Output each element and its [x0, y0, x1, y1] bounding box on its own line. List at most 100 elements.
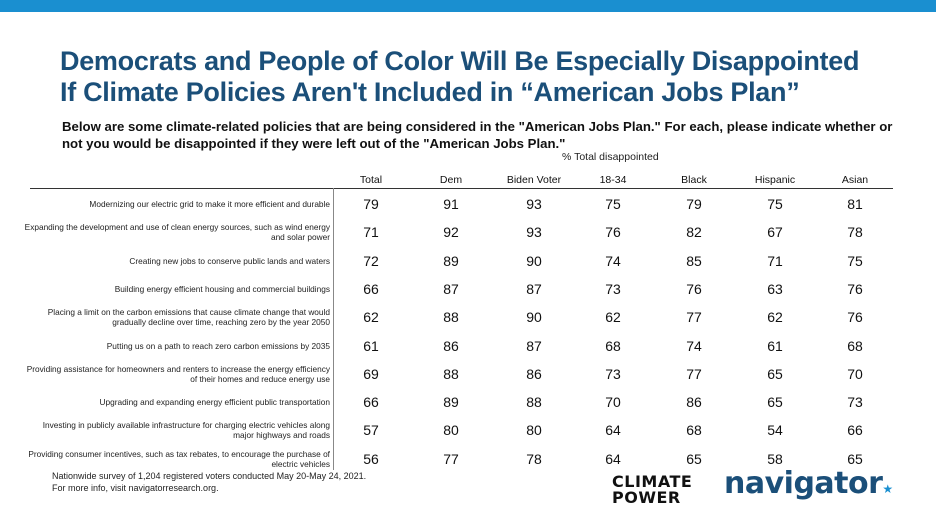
- table-cell: 93: [526, 224, 542, 241]
- table-cell: 87: [526, 337, 542, 354]
- table-row: Creating new jobs to conserve public lan…: [0, 247, 936, 275]
- table-cell: 86: [526, 365, 542, 382]
- table-cell: 68: [605, 337, 621, 354]
- table-cell: 56: [363, 450, 379, 467]
- column-header: Hispanic: [754, 174, 796, 186]
- table-cell: 61: [363, 337, 379, 354]
- table-cell: 89: [443, 252, 459, 269]
- table-cell: 79: [363, 196, 379, 212]
- table-cell: 85: [686, 252, 702, 269]
- footnote-more-info: For more info, visit navigatorresearch.o…: [52, 482, 219, 493]
- table-cell: 65: [767, 394, 783, 411]
- table-row: Modernizing our electric grid to make it…: [0, 190, 936, 218]
- table-cell: 76: [605, 224, 621, 241]
- table-cell: 77: [686, 309, 702, 326]
- table-cell: 61: [767, 337, 783, 354]
- table-cell: 64: [605, 450, 621, 467]
- table-cell: 82: [686, 224, 702, 241]
- table-cell: 66: [363, 394, 379, 411]
- unit-label: % Total disappointed: [562, 151, 659, 163]
- table-row: Providing assistance for homeowners and …: [0, 360, 936, 388]
- row-label: Expanding the development and use of cle…: [24, 222, 330, 243]
- table-cell: 88: [443, 309, 459, 326]
- table-cell: 79: [686, 196, 702, 212]
- row-label: Building energy efficient housing and co…: [114, 283, 330, 294]
- column-header: Dem: [439, 174, 463, 186]
- table-cell: 66: [847, 422, 863, 439]
- table-cell: 93: [526, 196, 542, 212]
- table-cell: 67: [767, 224, 783, 241]
- star-icon: ★: [882, 482, 893, 496]
- table-cell: 68: [847, 337, 863, 354]
- table-cell: 89: [443, 394, 459, 411]
- table-row: Putting us on a path to reach zero carbo…: [0, 332, 936, 360]
- top-accent-bar: [0, 0, 936, 12]
- table-cell: 74: [605, 252, 621, 269]
- table-cell: 86: [686, 394, 702, 411]
- table-cell: 73: [605, 365, 621, 382]
- table-cell: 76: [847, 280, 863, 297]
- footnote: Nationwide survey of 1,204 registered vo…: [52, 471, 366, 494]
- climate-power-logo: CLIMATE POWER: [612, 474, 692, 506]
- row-label: Placing a limit on the carbon emissions …: [47, 307, 330, 328]
- table-row: Upgrading and expanding energy efficient…: [0, 388, 936, 416]
- table-cell: 64: [605, 422, 621, 439]
- table-cell: 68: [686, 422, 702, 439]
- row-label: Creating new jobs to conserve public lan…: [129, 255, 330, 266]
- column-header: Total: [359, 174, 383, 186]
- table-cell: 62: [767, 309, 783, 326]
- table-cell: 71: [363, 224, 379, 241]
- table-cell: 75: [847, 252, 863, 269]
- row-label: Putting us on a path to reach zero carbo…: [106, 340, 330, 351]
- column-header: Biden Voter: [506, 174, 562, 186]
- table-cell: 71: [767, 252, 783, 269]
- table-cell: 86: [443, 337, 459, 354]
- row-label: Investing in publicly available infrastr…: [42, 420, 330, 441]
- title-line-2: If Climate Policies Aren't Included in “…: [60, 77, 800, 107]
- row-label: Modernizing our electric grid to make it…: [89, 199, 330, 209]
- row-label: Providing consumer incentives, such as t…: [28, 448, 330, 469]
- table-row: Building energy efficient housing and co…: [0, 275, 936, 303]
- table-cell: 62: [605, 309, 621, 326]
- table-cell: 87: [526, 280, 542, 297]
- table-cell: 65: [686, 450, 702, 467]
- table-cell: 73: [847, 394, 863, 411]
- climate-power-logo-line-1: CLIMATE: [612, 472, 693, 491]
- column-header: Asian: [841, 174, 869, 186]
- table-cell: 70: [847, 365, 863, 382]
- table-cell: 87: [443, 280, 459, 297]
- row-label: Providing assistance for homeowners and …: [26, 363, 330, 384]
- table-row: Expanding the development and use of cle…: [0, 218, 936, 246]
- climate-power-logo-line-2: POWER: [612, 488, 681, 507]
- table-cell: 80: [526, 422, 542, 439]
- table-cell: 78: [847, 224, 863, 241]
- table-cell: 75: [767, 196, 783, 212]
- column-header: Black: [681, 174, 707, 186]
- table-cell: 76: [847, 309, 863, 326]
- table-cell: 75: [605, 196, 621, 212]
- column-header: 18-34: [599, 174, 627, 186]
- question-subtitle: Below are some climate-related policies …: [62, 119, 893, 151]
- table-cell: 74: [686, 337, 702, 354]
- table-row: Providing consumer incentives, such as t…: [0, 445, 936, 473]
- table-cell: 77: [443, 450, 459, 467]
- table-cell: 65: [847, 450, 863, 467]
- table-cell: 73: [605, 280, 621, 297]
- table-cell: 54: [767, 422, 783, 439]
- table-cell: 88: [526, 394, 542, 411]
- table-cell: 58: [767, 450, 783, 467]
- navigator-logo: navigator★: [724, 466, 893, 501]
- table-cell: 62: [363, 309, 379, 326]
- header-divider: [30, 188, 893, 189]
- table-cell: 70: [605, 394, 621, 411]
- table-cell: 78: [526, 450, 542, 467]
- table-cell: 63: [767, 280, 783, 297]
- label-column-divider: [333, 188, 334, 470]
- table-row: Placing a limit on the carbon emissions …: [0, 303, 936, 331]
- table-row: Investing in publicly available infrastr…: [0, 416, 936, 444]
- table-cell: 92: [443, 224, 459, 241]
- table-cell: 77: [686, 365, 702, 382]
- table-cell: 90: [526, 309, 542, 326]
- table-cell: 76: [686, 280, 702, 297]
- navigator-logo-text: navigator: [724, 466, 883, 501]
